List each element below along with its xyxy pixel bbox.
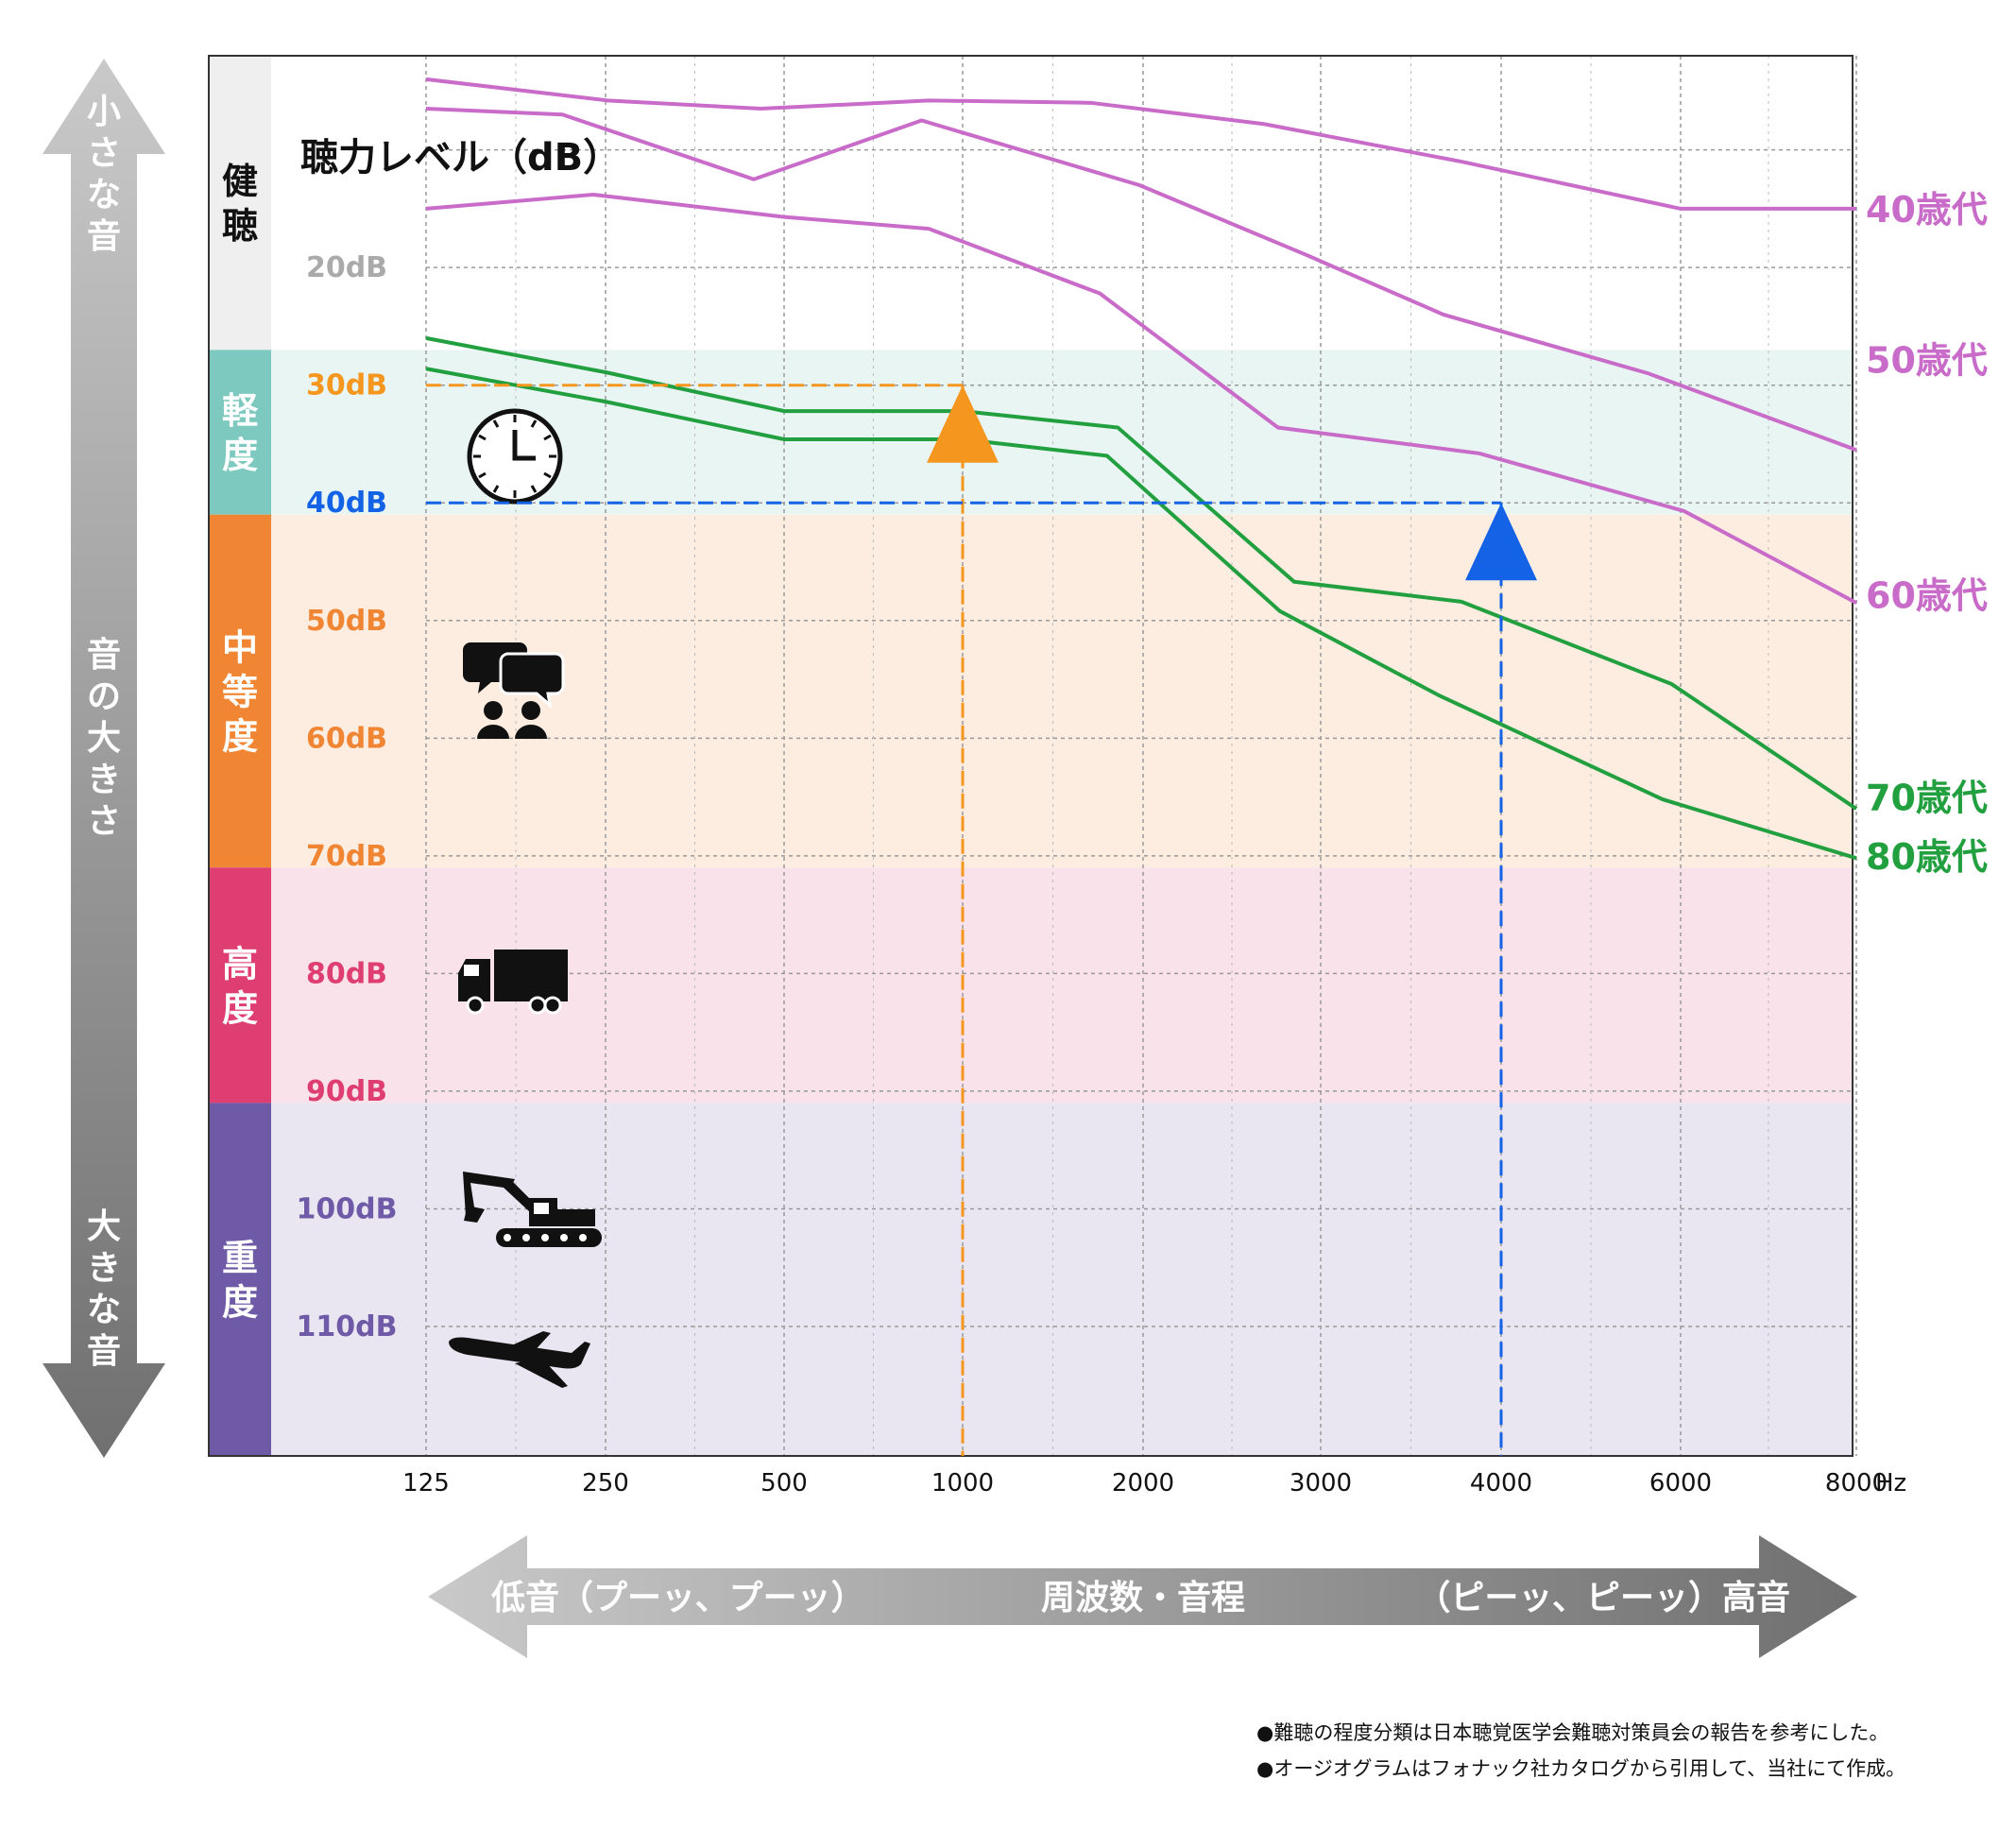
band-side-4 bbox=[209, 1103, 271, 1456]
y-tick-60: 60dB bbox=[306, 722, 387, 755]
series-line-purple-1 bbox=[425, 107, 1857, 453]
y-tick-30: 30dB bbox=[306, 369, 387, 402]
arrow-label-loudness: 音の大きさ bbox=[87, 636, 121, 841]
arrow-label-quiet: 小さな音 bbox=[87, 93, 121, 256]
loudness-arrow bbox=[43, 59, 165, 1458]
airplane-icon bbox=[449, 1331, 590, 1388]
plot-frame bbox=[208, 55, 1854, 1457]
band-label-3: 高度 bbox=[222, 943, 258, 1029]
x-tick-250: 250 bbox=[582, 1469, 629, 1497]
series-label-1: 50歳代 bbox=[1866, 339, 1988, 381]
series-labels: 40歳代 50歳代 60歳代 70歳代 80歳代 bbox=[1866, 189, 1988, 878]
marker-0 bbox=[927, 385, 999, 463]
bottom-label-high: （ピーッ、ピーッ）高音 bbox=[1416, 1579, 1790, 1617]
x-tick-4000: 4000 bbox=[1470, 1469, 1532, 1497]
y-tick-50: 50dB bbox=[306, 605, 387, 638]
x-unit-label: Hz bbox=[1875, 1469, 1906, 1497]
frequency-arrow bbox=[428, 1535, 1857, 1658]
y-tick-40: 40dB bbox=[306, 487, 387, 520]
band-label-1: 軽度 bbox=[222, 390, 259, 476]
threshold-markers bbox=[927, 385, 1537, 581]
series-label-4: 80歳代 bbox=[1866, 836, 1988, 878]
x-tick-500: 500 bbox=[760, 1469, 808, 1497]
band-label-2: 中等度 bbox=[222, 627, 258, 758]
band-4 bbox=[271, 1103, 1853, 1456]
series-line-green-1 bbox=[425, 367, 1857, 861]
series-line-purple-0 bbox=[425, 77, 1856, 211]
arrow-label-loud: 大きな音 bbox=[87, 1207, 121, 1371]
footnote-2: ●オージオグラムはフォナック社カタログから引用して、当社にて作成。 bbox=[1256, 1757, 1906, 1780]
footnote-1: ●難聴の程度分類は日本聴覚医学会難聴対策員会の報告を参考にした。 bbox=[1256, 1721, 1889, 1744]
y-tick-80: 80dB bbox=[306, 957, 387, 990]
x-tick-1000: 1000 bbox=[931, 1469, 994, 1497]
y-tick-100: 100dB bbox=[297, 1192, 398, 1225]
chart-grid bbox=[425, 56, 1857, 1456]
conversation-icon bbox=[463, 642, 565, 739]
y-tick-70: 70dB bbox=[306, 840, 387, 873]
series-label-0: 40歳代 bbox=[1866, 189, 1988, 231]
band-0 bbox=[271, 56, 1853, 351]
x-tick-125: 125 bbox=[402, 1469, 450, 1497]
y-tick-110: 110dB bbox=[297, 1310, 398, 1343]
excavator-icon bbox=[463, 1172, 602, 1247]
bottom-label-low: 低音（プーッ、プーッ） bbox=[491, 1579, 865, 1617]
y-tick-labels: 20dB 30dB 40dB 50dB 60dB 70dB 80dB 90dB 100dB 110… bbox=[297, 251, 398, 1343]
y-tick-20: 20dB bbox=[306, 251, 387, 284]
bottom-label-freq: 周波数・音程 bbox=[1041, 1579, 1245, 1617]
band-label-4: 重度 bbox=[222, 1238, 258, 1324]
series-line-purple-2 bbox=[425, 192, 1857, 605]
clock-icon bbox=[467, 408, 563, 505]
series-label-3: 70歳代 bbox=[1866, 778, 1988, 819]
band-label-0: 健聴 bbox=[222, 161, 258, 247]
band-side-0 bbox=[209, 56, 271, 351]
band-side-1 bbox=[209, 350, 271, 515]
marker-guides bbox=[426, 384, 1503, 1456]
band-side-2 bbox=[209, 514, 271, 868]
x-tick-8000: 8000 bbox=[1825, 1469, 1888, 1497]
chart-title: 聴力レベル（dB） bbox=[300, 136, 621, 180]
truck-icon bbox=[458, 950, 568, 1015]
x-tick-3000: 3000 bbox=[1290, 1469, 1352, 1497]
series-label-2: 60歳代 bbox=[1866, 574, 1988, 616]
y-tick-90: 90dB bbox=[306, 1075, 387, 1108]
x-tick-2000: 2000 bbox=[1112, 1469, 1174, 1497]
x-tick-labels: 125 250 500 1000 2000 3000 4000 6000 8000 bbox=[402, 1469, 1888, 1497]
marker-1 bbox=[1465, 503, 1537, 581]
footnotes: ●難聴の程度分類は日本聴覚医学会難聴対策員会の報告を参考にした。 ●オージオグラ… bbox=[1256, 1715, 1905, 1787]
band-side-3 bbox=[209, 867, 271, 1104]
x-tick-6000: 6000 bbox=[1649, 1469, 1712, 1497]
